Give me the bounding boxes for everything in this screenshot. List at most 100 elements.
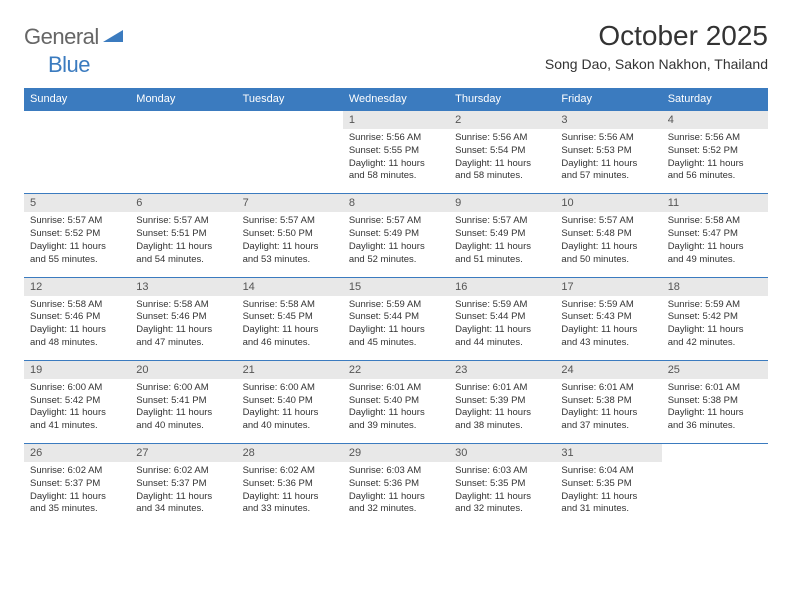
empty-cell: [662, 444, 768, 463]
day-number: 30: [449, 444, 555, 462]
day-details: Sunrise: 6:02 AMSunset: 5:36 PMDaylight:…: [237, 462, 343, 526]
day-header-thursday: Thursday: [449, 88, 555, 111]
day-number: 5: [24, 194, 130, 212]
day-header-saturday: Saturday: [662, 88, 768, 111]
day-number: 16: [449, 278, 555, 296]
day-details: Sunrise: 6:01 AMSunset: 5:38 PMDaylight:…: [555, 379, 661, 443]
day-details: Sunrise: 6:01 AMSunset: 5:39 PMDaylight:…: [449, 379, 555, 443]
day-number: 27: [130, 444, 236, 462]
calendar-cell: 21Sunrise: 6:00 AMSunset: 5:40 PMDayligh…: [237, 360, 343, 443]
day-number: 14: [237, 278, 343, 296]
empty-cell: [130, 111, 236, 130]
day-number: 24: [555, 361, 661, 379]
day-number: 8: [343, 194, 449, 212]
day-header-wednesday: Wednesday: [343, 88, 449, 111]
day-details: Sunrise: 5:56 AMSunset: 5:52 PMDaylight:…: [662, 129, 768, 193]
day-details: Sunrise: 6:00 AMSunset: 5:41 PMDaylight:…: [130, 379, 236, 443]
empty-cell: [237, 111, 343, 130]
calendar-cell: 10Sunrise: 5:57 AMSunset: 5:48 PMDayligh…: [555, 194, 661, 277]
calendar-cell: [237, 111, 343, 194]
day-details: Sunrise: 6:04 AMSunset: 5:35 PMDaylight:…: [555, 462, 661, 526]
week-row: 5Sunrise: 5:57 AMSunset: 5:52 PMDaylight…: [24, 194, 768, 277]
day-number: 12: [24, 278, 130, 296]
week-row: 12Sunrise: 5:58 AMSunset: 5:46 PMDayligh…: [24, 277, 768, 360]
location-text: Song Dao, Sakon Nakhon, Thailand: [545, 56, 768, 72]
calendar-cell: 23Sunrise: 6:01 AMSunset: 5:39 PMDayligh…: [449, 360, 555, 443]
day-details: Sunrise: 5:57 AMSunset: 5:49 PMDaylight:…: [343, 212, 449, 276]
day-details: Sunrise: 6:02 AMSunset: 5:37 PMDaylight:…: [130, 462, 236, 526]
day-details: Sunrise: 5:58 AMSunset: 5:46 PMDaylight:…: [24, 296, 130, 360]
calendar-cell: 26Sunrise: 6:02 AMSunset: 5:37 PMDayligh…: [24, 444, 130, 527]
day-number: 18: [662, 278, 768, 296]
calendar-cell: 2Sunrise: 5:56 AMSunset: 5:54 PMDaylight…: [449, 111, 555, 194]
day-header-sunday: Sunday: [24, 88, 130, 111]
calendar-cell: 20Sunrise: 6:00 AMSunset: 5:41 PMDayligh…: [130, 360, 236, 443]
day-header-monday: Monday: [130, 88, 236, 111]
logo-text-blue: Blue: [48, 52, 90, 77]
calendar-cell: 16Sunrise: 5:59 AMSunset: 5:44 PMDayligh…: [449, 277, 555, 360]
day-details: Sunrise: 6:03 AMSunset: 5:35 PMDaylight:…: [449, 462, 555, 526]
calendar-cell: 29Sunrise: 6:03 AMSunset: 5:36 PMDayligh…: [343, 444, 449, 527]
day-details: Sunrise: 5:58 AMSunset: 5:45 PMDaylight:…: [237, 296, 343, 360]
day-details: Sunrise: 6:01 AMSunset: 5:40 PMDaylight:…: [343, 379, 449, 443]
calendar-cell: [662, 444, 768, 527]
day-details: Sunrise: 5:57 AMSunset: 5:48 PMDaylight:…: [555, 212, 661, 276]
day-details: Sunrise: 6:02 AMSunset: 5:37 PMDaylight:…: [24, 462, 130, 526]
week-row: 19Sunrise: 6:00 AMSunset: 5:42 PMDayligh…: [24, 360, 768, 443]
title-block: October 2025 Song Dao, Sakon Nakhon, Tha…: [545, 20, 768, 72]
day-details: Sunrise: 5:58 AMSunset: 5:47 PMDaylight:…: [662, 212, 768, 276]
day-number: 15: [343, 278, 449, 296]
calendar-cell: 18Sunrise: 5:59 AMSunset: 5:42 PMDayligh…: [662, 277, 768, 360]
calendar-cell: 1Sunrise: 5:56 AMSunset: 5:55 PMDaylight…: [343, 111, 449, 194]
day-number: 4: [662, 111, 768, 129]
day-number: 28: [237, 444, 343, 462]
calendar-cell: 25Sunrise: 6:01 AMSunset: 5:38 PMDayligh…: [662, 360, 768, 443]
calendar-table: SundayMondayTuesdayWednesdayThursdayFrid…: [24, 88, 768, 526]
day-details: Sunrise: 6:01 AMSunset: 5:38 PMDaylight:…: [662, 379, 768, 443]
calendar-cell: 14Sunrise: 5:58 AMSunset: 5:45 PMDayligh…: [237, 277, 343, 360]
day-number: 19: [24, 361, 130, 379]
day-details: Sunrise: 5:59 AMSunset: 5:42 PMDaylight:…: [662, 296, 768, 360]
day-details: Sunrise: 5:59 AMSunset: 5:43 PMDaylight:…: [555, 296, 661, 360]
day-details: Sunrise: 5:57 AMSunset: 5:52 PMDaylight:…: [24, 212, 130, 276]
day-details: Sunrise: 6:00 AMSunset: 5:40 PMDaylight:…: [237, 379, 343, 443]
day-number: 31: [555, 444, 661, 462]
calendar-cell: 9Sunrise: 5:57 AMSunset: 5:49 PMDaylight…: [449, 194, 555, 277]
calendar-cell: 5Sunrise: 5:57 AMSunset: 5:52 PMDaylight…: [24, 194, 130, 277]
calendar-cell: 3Sunrise: 5:56 AMSunset: 5:53 PMDaylight…: [555, 111, 661, 194]
day-number: 11: [662, 194, 768, 212]
day-number: 20: [130, 361, 236, 379]
calendar-cell: [24, 111, 130, 194]
day-number: 10: [555, 194, 661, 212]
month-title: October 2025: [545, 20, 768, 52]
day-details: Sunrise: 5:59 AMSunset: 5:44 PMDaylight:…: [449, 296, 555, 360]
day-number: 22: [343, 361, 449, 379]
logo-triangle-icon: [103, 28, 123, 47]
day-number: 13: [130, 278, 236, 296]
calendar-cell: 24Sunrise: 6:01 AMSunset: 5:38 PMDayligh…: [555, 360, 661, 443]
logo-text-general: General: [24, 24, 99, 50]
calendar-cell: 27Sunrise: 6:02 AMSunset: 5:37 PMDayligh…: [130, 444, 236, 527]
calendar-cell: 6Sunrise: 5:57 AMSunset: 5:51 PMDaylight…: [130, 194, 236, 277]
day-details: Sunrise: 5:58 AMSunset: 5:46 PMDaylight:…: [130, 296, 236, 360]
calendar-cell: 11Sunrise: 5:58 AMSunset: 5:47 PMDayligh…: [662, 194, 768, 277]
day-details: Sunrise: 5:57 AMSunset: 5:51 PMDaylight:…: [130, 212, 236, 276]
calendar-cell: [130, 111, 236, 194]
calendar-cell: 13Sunrise: 5:58 AMSunset: 5:46 PMDayligh…: [130, 277, 236, 360]
day-number: 1: [343, 111, 449, 129]
calendar-cell: 12Sunrise: 5:58 AMSunset: 5:46 PMDayligh…: [24, 277, 130, 360]
day-number: 6: [130, 194, 236, 212]
day-details: Sunrise: 6:03 AMSunset: 5:36 PMDaylight:…: [343, 462, 449, 526]
calendar-body: 1Sunrise: 5:56 AMSunset: 5:55 PMDaylight…: [24, 111, 768, 527]
day-details: Sunrise: 5:56 AMSunset: 5:54 PMDaylight:…: [449, 129, 555, 193]
day-number: 7: [237, 194, 343, 212]
day-details: Sunrise: 5:57 AMSunset: 5:50 PMDaylight:…: [237, 212, 343, 276]
day-number: 25: [662, 361, 768, 379]
day-header-row: SundayMondayTuesdayWednesdayThursdayFrid…: [24, 88, 768, 111]
day-number: 26: [24, 444, 130, 462]
day-number: 2: [449, 111, 555, 129]
day-number: 21: [237, 361, 343, 379]
empty-cell: [24, 111, 130, 130]
day-number: 17: [555, 278, 661, 296]
week-row: 1Sunrise: 5:56 AMSunset: 5:55 PMDaylight…: [24, 111, 768, 194]
